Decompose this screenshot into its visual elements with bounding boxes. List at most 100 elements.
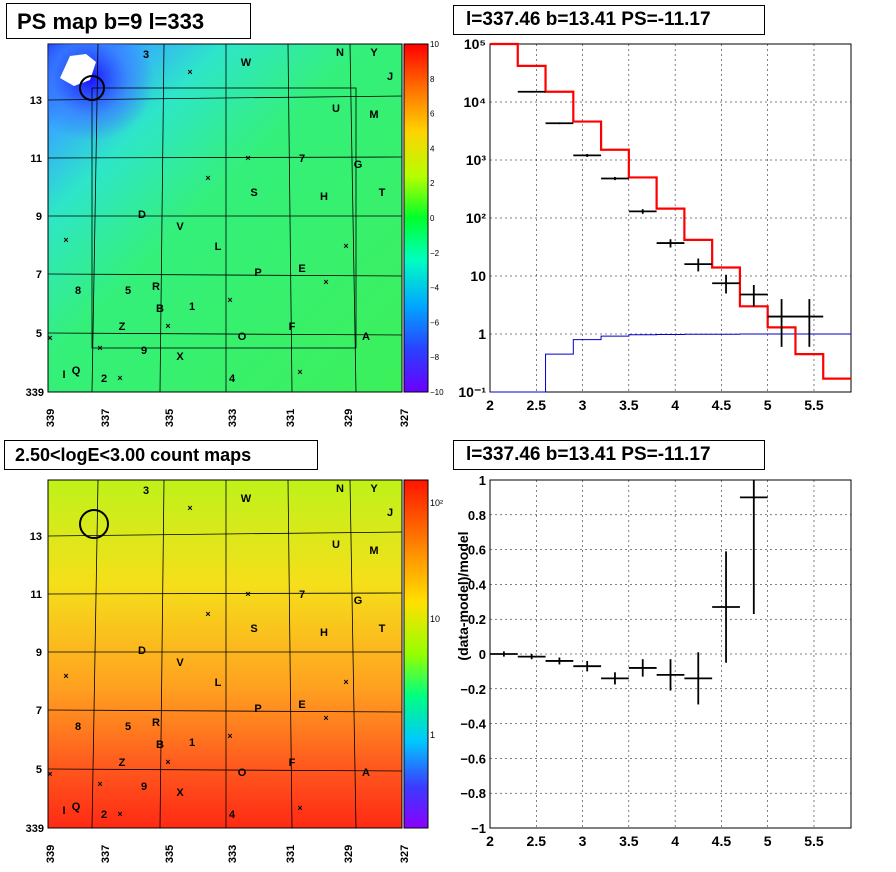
colorbar1-label: 6 bbox=[430, 110, 435, 119]
source-marker: × bbox=[205, 173, 210, 183]
source-marker: × bbox=[117, 809, 122, 819]
map2-frame bbox=[47, 479, 403, 829]
colorbar2-label: 10 bbox=[430, 614, 440, 624]
residual-ylabel: (data-model)/model bbox=[455, 531, 471, 660]
colorbar1-label: −8 bbox=[430, 353, 440, 362]
source-marker: × bbox=[227, 295, 232, 305]
source-marker: × bbox=[165, 321, 170, 331]
spectrum-x-tick: 2.5 bbox=[527, 397, 547, 413]
map-y-tick: 11 bbox=[30, 153, 42, 165]
source-label: N bbox=[336, 47, 344, 59]
spectrum-point bbox=[628, 209, 657, 214]
residual-point bbox=[712, 551, 740, 663]
source-label: 3 bbox=[143, 485, 149, 497]
colorbar1 bbox=[403, 43, 429, 393]
source-label: T bbox=[379, 187, 386, 199]
map-x-tick: 329 bbox=[343, 845, 355, 863]
residual-point bbox=[628, 659, 657, 677]
source-label: 2 bbox=[101, 809, 107, 821]
residual-x-tick: 3 bbox=[579, 833, 587, 849]
source-label: M bbox=[369, 109, 378, 121]
source-label: N bbox=[336, 483, 344, 495]
source-label: Q bbox=[72, 801, 81, 813]
source-label: E bbox=[298, 263, 305, 275]
map-y-tick: 7 bbox=[36, 269, 42, 281]
map-y-tick: 11 bbox=[30, 589, 42, 601]
source-label: 3 bbox=[143, 49, 149, 61]
colorbar1-label: −2 bbox=[430, 249, 440, 258]
source-label: 9 bbox=[141, 345, 147, 357]
residual-point bbox=[601, 672, 629, 685]
spectrum-y-tick: 10² bbox=[466, 210, 487, 226]
source-label: L bbox=[215, 677, 222, 689]
source-label: 2 bbox=[101, 373, 107, 385]
map-y-tick: 13 bbox=[30, 95, 42, 107]
residual-x-tick: 3.5 bbox=[619, 833, 639, 849]
spectrum-x-tick: 3.5 bbox=[619, 397, 639, 413]
source-label: H bbox=[320, 191, 328, 203]
map-x-tick: 327 bbox=[399, 409, 411, 427]
spectrum-point bbox=[656, 239, 685, 248]
map-x-tick-extra: 339 bbox=[26, 823, 44, 835]
map-x-tick-extra: 339 bbox=[26, 387, 44, 399]
source-label: S bbox=[250, 187, 257, 199]
ps-map: 10 8 6 4 2 0 −2 −4 −6 −8 −10 3 W N YJ U M 7 G S H T D V L P E 8 5 RB… bbox=[26, 40, 444, 427]
spectrum-x-tick: 5.5 bbox=[804, 397, 824, 413]
source-label: P bbox=[254, 703, 261, 715]
map-x-tick: 339 bbox=[45, 845, 57, 863]
spectrum-x-tick: 2 bbox=[486, 397, 494, 413]
residual-point bbox=[517, 654, 546, 660]
source-label: I bbox=[62, 369, 65, 381]
spectrum-y-tick: 1 bbox=[478, 326, 486, 342]
source-label: V bbox=[176, 657, 184, 669]
spectrum-y-tick: 10⁴ bbox=[464, 94, 487, 110]
source-marker: × bbox=[297, 367, 302, 377]
source-label: 1 bbox=[189, 301, 195, 313]
map-y-tick: 9 bbox=[36, 647, 42, 659]
source-label: E bbox=[298, 699, 305, 711]
colorbar1-label: 0 bbox=[430, 214, 435, 223]
source-marker: × bbox=[165, 757, 170, 767]
source-label: D bbox=[138, 645, 146, 657]
spectrum-point bbox=[545, 122, 574, 125]
map-x-tick: 333 bbox=[227, 409, 239, 427]
residual-y-tick: −0.6 bbox=[460, 751, 486, 766]
residual-point bbox=[545, 657, 574, 665]
source-marker: × bbox=[245, 153, 250, 163]
source-label: R bbox=[152, 717, 160, 729]
spectrum-x-tick: 4.5 bbox=[712, 397, 732, 413]
map-x-tick: 331 bbox=[285, 409, 297, 427]
map-y-tick: 5 bbox=[36, 328, 42, 340]
spectrum-point bbox=[573, 153, 602, 157]
source-label: G bbox=[354, 159, 363, 171]
residual-y-tick: 0.4 bbox=[468, 577, 487, 592]
residual-y-tick: 0.6 bbox=[468, 543, 486, 558]
source-label: 4 bbox=[229, 373, 236, 385]
source-label: U bbox=[332, 103, 340, 115]
spectrum-y-tick: 10³ bbox=[466, 152, 487, 168]
source-label: O bbox=[238, 331, 247, 343]
source-label: H bbox=[320, 627, 328, 639]
source-label: X bbox=[176, 351, 184, 363]
colorbar1-label: 4 bbox=[430, 144, 435, 153]
source-label: U bbox=[332, 539, 340, 551]
source-label: Y bbox=[370, 47, 378, 59]
colorbar1-label: −6 bbox=[430, 318, 440, 327]
colorbar1-label: 8 bbox=[430, 75, 435, 84]
residual-y-tick: −1 bbox=[471, 821, 486, 836]
source-marker: × bbox=[97, 343, 102, 353]
model-red-hist bbox=[490, 42, 851, 380]
spectrum-y-tick: 10 bbox=[470, 268, 486, 284]
map-x-tick: 329 bbox=[343, 409, 355, 427]
spectrum-title: l=337.46 b=13.41 PS=-11.17 bbox=[453, 5, 765, 35]
source-marker: × bbox=[47, 333, 52, 343]
source-label: R bbox=[152, 281, 160, 293]
residual-point bbox=[656, 659, 685, 691]
source-label: 5 bbox=[125, 721, 131, 733]
source-label: V bbox=[176, 221, 184, 233]
spectrum-point bbox=[767, 299, 796, 347]
source-marker: × bbox=[343, 241, 348, 251]
colorbar2 bbox=[403, 479, 429, 829]
residual-y-tick: 0.2 bbox=[468, 612, 486, 627]
source-label: F bbox=[289, 321, 296, 333]
